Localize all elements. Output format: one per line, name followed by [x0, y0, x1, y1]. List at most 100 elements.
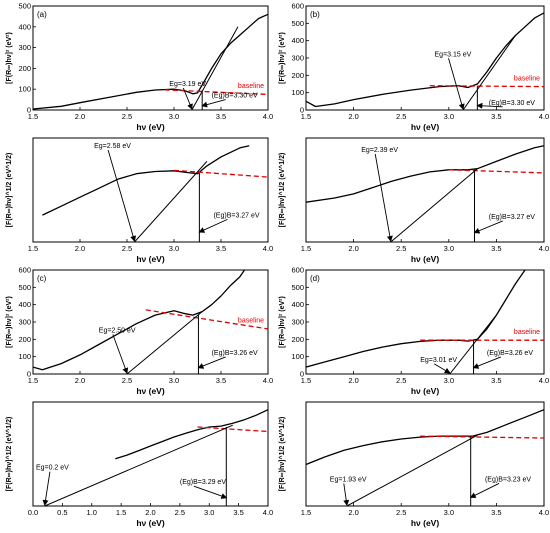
x-tick-label: 1.5	[301, 508, 311, 517]
annotation-arrow	[197, 356, 226, 369]
x-tick-label: 3.5	[216, 376, 226, 385]
chart-panel-7: 0.0 0.5 1.0 1.5 2.0 2.5 3.0 3.5 4.0 hν (eV) [F(R∞)…	[5, 401, 273, 528]
x-tick-label: 4.0	[263, 244, 273, 253]
y-tick-label: 400	[291, 300, 304, 309]
annotation-label: Eg=3.19 eV	[169, 81, 206, 88]
annotation-arrow	[198, 218, 228, 233]
x-tick-label: 2.0	[348, 244, 358, 253]
annotation-label: Eg=2.58 eV	[94, 143, 131, 150]
data-layer	[42, 145, 268, 242]
y-tick-label: 500	[291, 19, 304, 28]
annotation-arrow	[476, 102, 503, 109]
y-axis-label: [F(R∞)hν]² (eV²)	[6, 296, 13, 348]
data-layer	[33, 270, 268, 374]
y-tick-label: 400	[18, 300, 31, 309]
chart-panel-4: 1.5 2.0 2.5 3.0 3.5 4.0 hν (eV) [F(R∞)hν]^1/2 (…	[278, 137, 549, 264]
x-tick-label: 3.0	[444, 376, 454, 385]
x-tick-label: 2.5	[122, 376, 132, 385]
y-tick-label: 200	[291, 335, 304, 344]
baseline-line	[420, 435, 544, 439]
x-tick-label: 2.0	[348, 112, 358, 121]
y-tick-label: 300	[291, 318, 304, 327]
baseline-line	[197, 426, 268, 433]
x-axis-label: hν (eV)	[136, 518, 165, 528]
y-tick-label: 300	[291, 54, 304, 63]
x-tick-label: 3.5	[233, 508, 243, 517]
spectrum-line	[306, 12, 544, 108]
annotation-label: (Eg)B=3.30 eV	[489, 100, 535, 107]
x-tick-label: 1.5	[116, 508, 126, 517]
plot-frame	[32, 401, 269, 507]
x-axis-label: hν (eV)	[411, 254, 440, 264]
y-axis-label: [F(R∞)hν]² (eV²)	[279, 296, 286, 348]
x-tick-label: 0.0	[28, 508, 38, 517]
x-tick-label: 3.5	[491, 508, 501, 517]
x-tick-label: 3.0	[169, 376, 179, 385]
y-tick-label: 0	[300, 370, 304, 379]
panel-label: (b)	[310, 10, 320, 19]
tangent-line	[462, 35, 516, 110]
annotation-label: (Eg)B=3.30 eV	[212, 93, 258, 100]
y-tick-label: 300	[18, 318, 31, 327]
y-tick-label: 200	[18, 335, 31, 344]
annotation-arrow	[472, 356, 502, 369]
y-axis-label: [F(R∞)hν]^1/2 (eV^1/2)	[5, 153, 13, 228]
annotation-arrow	[201, 99, 226, 108]
x-axis-label: hν (eV)	[136, 386, 165, 396]
x-axis-label: hν (eV)	[411, 122, 440, 132]
spectrum-line	[306, 145, 544, 203]
x-tick-label: 3.5	[491, 376, 501, 385]
data-layer	[306, 12, 544, 110]
baseline-label: baseline	[238, 83, 264, 90]
annotation-label: Eg=2.50 eV	[99, 327, 136, 334]
spectrum-line	[42, 145, 250, 216]
y-tick-label: 500	[18, 2, 31, 11]
tangent-line	[346, 434, 478, 506]
x-tick-label: 1.5	[28, 376, 38, 385]
x-tick-label: 3.5	[491, 112, 501, 121]
annotation-arrow	[107, 149, 137, 242]
x-tick-label: 4.0	[263, 508, 273, 517]
chart-panel-8: 1.5 2.0 2.5 3.0 3.5 4.0 hν (eV) [F(R∞)hν]^1/2 (…	[278, 401, 549, 528]
spectrum-line	[115, 409, 268, 460]
x-tick-label: 4.0	[539, 244, 549, 253]
annotation-arrow	[193, 485, 228, 499]
y-tick-label: 0	[300, 106, 304, 115]
chart-panel-3: 1.5 2.0 2.5 3.0 3.5 4.0 hν (eV) [F(R∞)hν]^1/2 (…	[5, 137, 273, 264]
data-layer	[306, 270, 544, 374]
baseline-label: baseline	[238, 318, 264, 325]
annotation-arrow	[112, 334, 129, 374]
data-layer	[306, 145, 544, 242]
plot-frame	[305, 5, 545, 111]
x-tick-label: 4.0	[539, 112, 549, 121]
y-tick-label: 100	[291, 352, 304, 361]
annotation-label: (Eg)B=3.23 eV	[485, 476, 531, 483]
chart-panel-6: 1.5 2.0 2.5 3.0 3.5 4.0 0 100 200 300 400 500 600 hν …	[279, 266, 549, 397]
annotation-label: (Eg)B=3.26 eV	[487, 350, 533, 357]
x-tick-label: 3.0	[204, 508, 214, 517]
annotation-arrow	[182, 87, 193, 110]
y-tick-label: 100	[18, 85, 31, 94]
annotation-arrow	[473, 220, 503, 234]
y-tick-label: 0	[27, 106, 31, 115]
spectrum-line	[33, 270, 246, 371]
x-tick-label: 3.5	[216, 112, 226, 121]
panel-label: (c)	[37, 274, 47, 283]
x-tick-label: 2.5	[396, 112, 406, 121]
annotation-label: Eg=3.01 eV	[420, 357, 457, 364]
x-tick-label: 3.5	[491, 244, 501, 253]
x-tick-label: 1.5	[301, 376, 311, 385]
annotation-label: (Eg)B=3.27 eV	[489, 214, 535, 221]
tangent-line	[134, 161, 208, 242]
x-tick-label: 2.5	[122, 112, 132, 121]
y-axis-label: [F(R∞)hν]² (eV²)	[279, 32, 286, 84]
x-tick-label: 2.0	[75, 112, 85, 121]
x-axis-label: hν (eV)	[136, 122, 165, 132]
data-layer	[44, 409, 268, 506]
y-tick-label: 500	[291, 283, 304, 292]
x-tick-label: 1.5	[301, 112, 311, 121]
x-tick-label: 4.0	[263, 376, 273, 385]
plot-frame	[32, 137, 269, 243]
x-tick-label: 4.0	[263, 112, 273, 121]
y-tick-label: 200	[291, 71, 304, 80]
